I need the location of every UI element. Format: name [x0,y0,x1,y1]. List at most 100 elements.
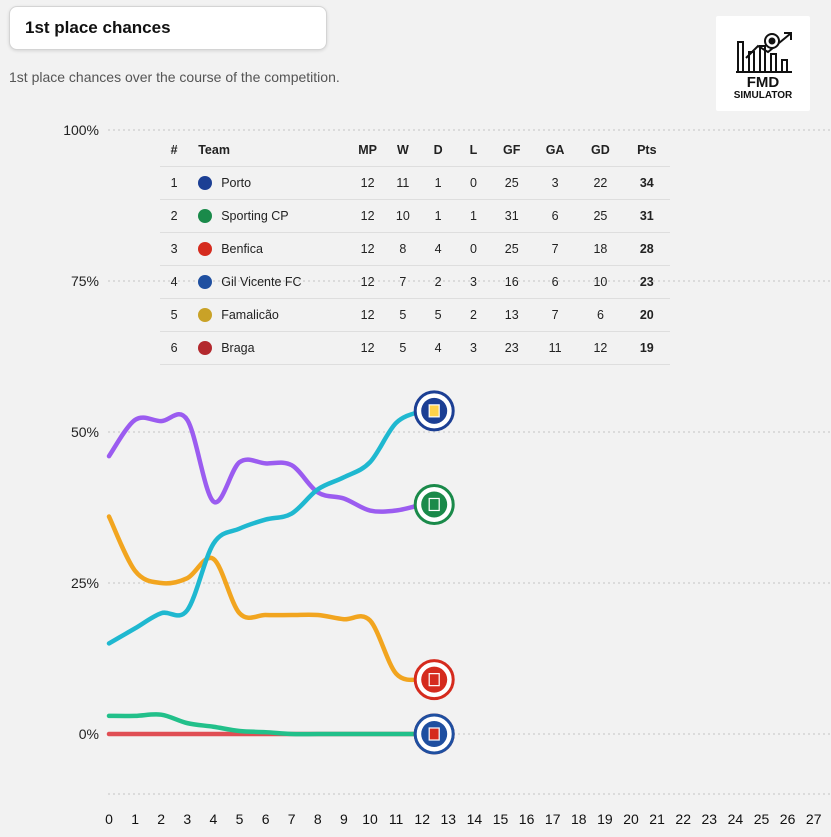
x-tick-label: 6 [262,811,270,827]
x-tick-label: 8 [314,811,322,827]
cell-l: 1 [456,199,491,233]
team-name: Gil Vicente FC [221,275,302,289]
team-crest-icon [198,209,213,223]
y-tick-label: 75% [71,273,99,289]
x-tick-label: 17 [545,811,561,827]
x-tick-label: 20 [623,811,639,827]
cell-pts: 28 [623,232,670,266]
cell-gd: 6 [577,298,624,332]
cell-l: 0 [456,232,491,266]
cell-l: 3 [456,331,491,365]
x-tick-label: 3 [183,811,191,827]
x-tick-label: 18 [571,811,587,827]
col-gf: GF [490,134,533,167]
x-tick-label: 15 [493,811,509,827]
series-line-sporting-cp [106,412,425,514]
cell-mp: 12 [349,298,386,332]
x-tick-label: 2 [157,811,165,827]
x-tick-label: 4 [210,811,218,827]
sporting-crest-icon [413,483,455,525]
table-row: 1 Porto 12 11 1 0 25 3 22 34 [160,166,670,200]
team-cell: Famalicão [188,298,350,332]
gil-vicente-crest-icon [413,713,455,755]
cell-gd: 25 [577,199,624,233]
cell-pts: 23 [623,265,670,299]
cell-w: 5 [385,298,421,332]
chart-subtitle: 1st place chances over the course of the… [9,69,340,85]
cell-w: 5 [385,331,421,365]
team-name: Famalicão [221,308,279,322]
cell-d: 5 [420,298,457,332]
cell-d: 4 [420,232,457,266]
col-pts: Pts [623,134,670,167]
col-d: D [420,134,457,167]
cell-gf: 16 [490,265,533,299]
table-header-row: # Team MP W D L GF GA GD Pts [160,134,670,167]
series-line-benfica [106,514,425,683]
team-crest-icon [198,242,213,256]
x-tick-label: 26 [780,811,796,827]
x-tick-label: 5 [236,811,244,827]
cell-d: 1 [420,199,457,233]
cell-d: 4 [420,331,457,365]
cell-gf: 25 [490,166,533,200]
chart-title: 1st place chances [25,18,171,37]
cell-d: 1 [420,166,457,200]
cell-pos: 2 [160,199,189,233]
col-l: L [456,134,491,167]
y-tick-label: 0% [79,726,99,742]
benfica-crest-icon [413,659,455,701]
cell-w: 10 [385,199,421,233]
team-crest-icon [198,275,213,289]
cell-pos: 4 [160,265,189,299]
x-tick-label: 1 [131,811,139,827]
cell-pos: 5 [160,298,189,332]
team-crest-icon [198,308,213,322]
team-crest-icon [198,176,213,190]
cell-l: 3 [456,265,491,299]
x-tick-label: 21 [649,811,665,827]
x-tick-label: 0 [105,811,113,827]
team-name: Porto [221,176,252,190]
col-w: W [385,134,421,167]
x-tick-label: 16 [519,811,535,827]
cell-l: 2 [456,298,491,332]
col-pos: # [160,134,189,167]
series-line-gil-vicente-fc [106,712,425,737]
cell-ga: 7 [532,298,578,332]
cell-gf: 25 [490,232,533,266]
table-row: 6 Braga 12 5 4 3 23 11 12 19 [160,331,670,365]
series-line-porto [106,408,425,646]
x-tick-label: 13 [441,811,457,827]
bar-chart-ball-icon [736,32,792,73]
x-tick-label: 9 [340,811,348,827]
cell-gd: 22 [577,166,624,200]
cell-ga: 11 [532,331,578,365]
fmd-simulator-logo: FMD SIMULATOR [716,16,810,111]
y-tick-label: 50% [71,424,99,440]
logo-line-1: FMD [746,74,780,91]
x-tick-label: 19 [597,811,613,827]
y-tick-label: 100% [63,122,99,138]
cell-ga: 3 [532,166,578,200]
cell-gf: 13 [490,298,533,332]
standings-table: # Team MP W D L GF GA GD Pts 1 Porto 12 11 1… [160,134,670,365]
cell-pts: 20 [623,298,670,332]
x-tick-label: 27 [806,811,822,827]
chart-title-card: 1st place chances [9,6,327,50]
col-gd: GD [577,134,624,167]
cell-ga: 6 [532,199,578,233]
cell-ga: 6 [532,265,578,299]
logo-line-2: SIMULATOR [733,90,793,101]
cell-pos: 3 [160,232,189,266]
team-name: Braga [221,341,255,355]
cell-gf: 31 [490,199,533,233]
cell-d: 2 [420,265,457,299]
team-cell: Gil Vicente FC [188,265,350,299]
cell-mp: 12 [349,166,386,200]
team-cell: Benfica [188,232,350,266]
porto-crest-icon [413,390,455,432]
cell-mp: 12 [349,199,386,233]
cell-l: 0 [456,166,491,200]
cell-gf: 23 [490,331,533,365]
